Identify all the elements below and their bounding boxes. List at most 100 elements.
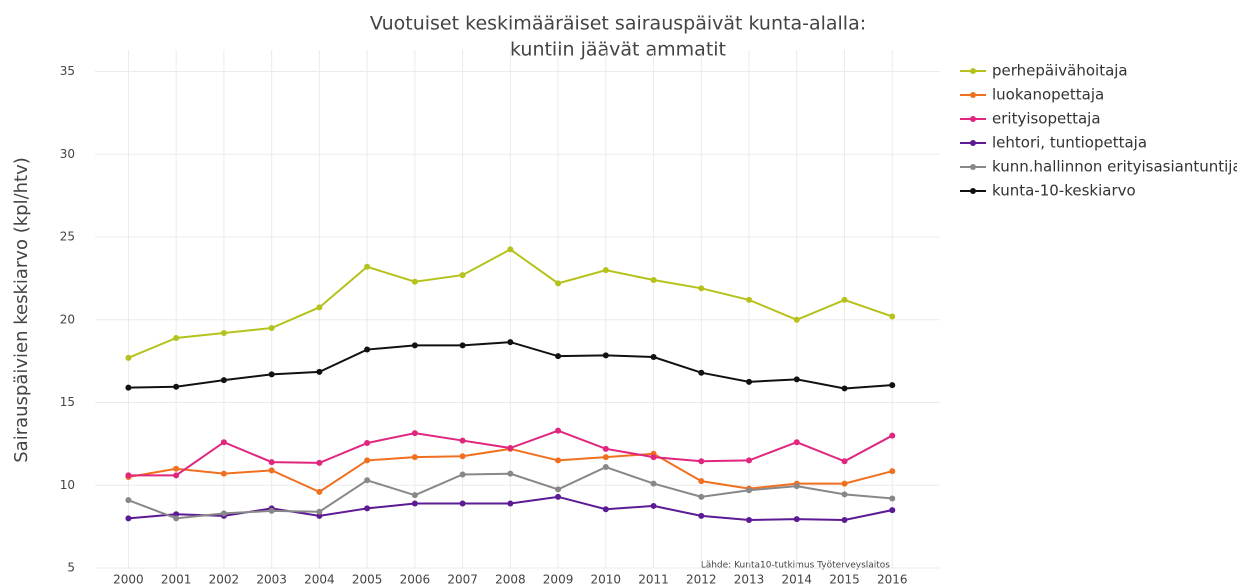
data-point [173,515,180,522]
data-point [555,486,562,493]
x-tick-label: 2007 [447,573,478,586]
data-point [746,378,753,385]
chart-title: Vuotuiset keskimääräiset sairauspäivät k… [370,13,866,35]
x-tick-label: 2013 [734,573,765,586]
x-tick-label: 2002 [209,573,240,586]
data-point [125,354,132,361]
data-point [555,457,562,464]
x-tick-label: 2006 [400,573,431,586]
x-tick-label: 2008 [495,573,526,586]
data-point [459,342,466,349]
legend-label: erityisopettaja [992,110,1101,128]
legend-swatch [970,188,976,194]
data-point [316,304,323,311]
data-point [411,454,418,461]
data-point [364,263,371,270]
x-tick-label: 2012 [686,573,717,586]
data-point [173,465,180,472]
data-point [459,437,466,444]
data-point [555,280,562,287]
data-point [602,464,609,471]
data-point [889,432,896,439]
data-point [173,511,180,518]
data-point [650,277,657,284]
data-point [507,470,514,477]
x-tick-label: 2005 [352,573,383,586]
data-point [650,353,657,360]
data-point [220,439,227,446]
data-point [746,487,753,494]
legend-swatch [970,68,976,74]
data-point [173,472,180,479]
data-point [746,517,753,524]
y-tick-label: 35 [60,64,75,78]
data-point [793,376,800,383]
y-tick-label: 20 [60,312,75,326]
data-point [268,507,275,514]
data-point [411,492,418,499]
data-point [889,495,896,502]
y-tick-label: 10 [60,478,75,492]
data-point [602,267,609,274]
data-point [316,368,323,375]
legend-swatch [970,116,976,122]
data-point [698,285,705,292]
data-point [316,508,323,515]
y-tick-label: 5 [67,561,75,575]
data-point [698,369,705,376]
data-point [125,384,132,391]
data-point [364,457,371,464]
data-point [411,500,418,507]
legend-label: kunn.hallinnon erityisasiantuntija [992,158,1237,176]
data-point [411,278,418,285]
data-point [220,377,227,384]
y-tick-label: 15 [60,395,75,409]
y-axis-label: Sairauspäivien keskiarvo (kpl/htv) [11,157,32,463]
data-point [459,500,466,507]
data-point [793,439,800,446]
data-point [459,272,466,279]
x-tick-label: 2010 [591,573,622,586]
data-point [268,467,275,474]
data-point [173,334,180,341]
data-point [507,339,514,346]
data-point [650,480,657,487]
data-point [364,346,371,353]
data-point [698,512,705,519]
data-point [602,352,609,359]
x-tick-label: 2016 [877,573,908,586]
data-point [555,353,562,360]
data-point [841,458,848,465]
data-point [555,427,562,434]
legend-label: kunta-10-keskiarvo [992,182,1136,200]
data-point [650,454,657,461]
data-point [220,470,227,477]
data-point [316,459,323,466]
data-point [411,430,418,437]
data-point [125,472,132,479]
data-point [889,382,896,389]
data-point [841,517,848,524]
data-point [889,507,896,514]
data-point [746,457,753,464]
data-point [602,454,609,461]
source-note: Lähde: Kunta10-tutkimus Työterveyslaitos [701,561,891,571]
legend-swatch [970,164,976,170]
data-point [698,478,705,485]
y-tick-label: 25 [60,230,75,244]
data-point [507,445,514,452]
data-point [889,313,896,320]
data-point [698,493,705,500]
data-point [841,491,848,498]
data-point [793,483,800,490]
data-point [125,515,132,522]
data-point [650,502,657,509]
data-point [841,296,848,303]
legend-swatch [970,140,976,146]
data-point [746,296,753,303]
data-point [698,458,705,465]
data-point [316,512,323,519]
data-point [507,246,514,253]
data-point [268,459,275,466]
legend-label: lehtori, tuntiopettaja [992,134,1147,152]
